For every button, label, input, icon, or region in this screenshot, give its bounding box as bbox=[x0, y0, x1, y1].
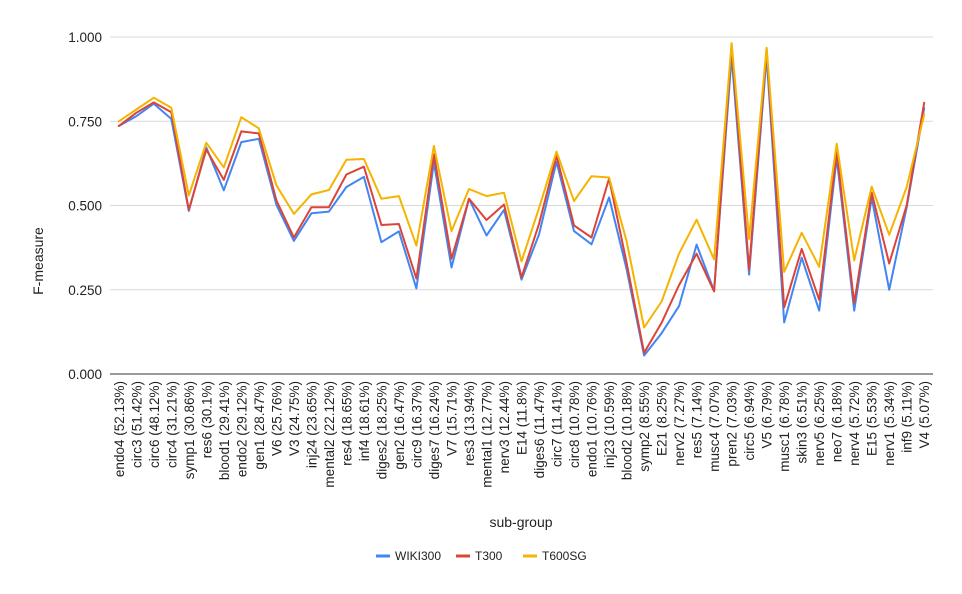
x-tick-label: res5 (7.14%) bbox=[690, 381, 705, 458]
x-tick-label: musc1 (6.78%) bbox=[777, 381, 792, 472]
x-tick-label: V6 (25.76%) bbox=[269, 381, 284, 456]
x-tick-label: res3 (13.94%) bbox=[462, 381, 477, 466]
x-tick-label: symp2 (8.55%) bbox=[637, 381, 652, 472]
x-tick-label: diges6 (11.47%) bbox=[532, 381, 547, 478]
y-axis-title: F-measure bbox=[30, 227, 46, 295]
x-tick-label: circ6 (48.12%) bbox=[147, 381, 162, 468]
legend-label-t600sg: T600SG bbox=[542, 549, 587, 563]
x-tick-label: endo1 (10.76%) bbox=[585, 381, 600, 477]
y-tick-label: 1.000 bbox=[68, 30, 102, 45]
legend-label-wiki300: WIKI300 bbox=[395, 549, 441, 563]
x-tick-label: endo2 (29.12%) bbox=[234, 381, 249, 477]
y-axis-ticks: 0.000 0.250 0.500 0.750 1.000 bbox=[68, 30, 102, 382]
x-tick-label: mental2 (22.12%) bbox=[322, 381, 337, 488]
series-line-t600sg bbox=[117, 42, 926, 329]
x-tick-label: inj23 (10.59%) bbox=[602, 381, 617, 468]
x-tick-label: circ8 (10.78%) bbox=[567, 381, 582, 468]
x-tick-label: circ3 (51.42%) bbox=[129, 381, 144, 468]
series-line-wiki300 bbox=[117, 55, 926, 357]
x-tick-label: res4 (18.65%) bbox=[339, 381, 354, 466]
x-tick-label: V5 (6.79%) bbox=[760, 381, 775, 449]
x-tick-label: inj24 (23.65%) bbox=[304, 381, 319, 468]
x-tick-label: nerv2 (7.27%) bbox=[672, 381, 687, 466]
x-tick-label: E14 (11.8%) bbox=[515, 381, 530, 455]
x-tick-label: symp1 (30.86%) bbox=[182, 381, 197, 479]
y-tick-label: 0.500 bbox=[68, 199, 102, 214]
x-tick-label: circ9 (16.37%) bbox=[409, 381, 424, 468]
x-tick-label: nerv3 (12.44%) bbox=[497, 381, 512, 473]
x-tick-label: V7 (15.71%) bbox=[445, 381, 460, 456]
x-tick-label: E15 (5.53%) bbox=[865, 381, 880, 456]
series-lines bbox=[117, 42, 926, 357]
x-tick-label: diges2 (18.25%) bbox=[374, 381, 389, 479]
x-tick-label: V3 (24.75%) bbox=[287, 381, 302, 456]
x-tick-label: blood2 (10.18%) bbox=[620, 381, 635, 480]
x-tick-label: mental1 (12.77%) bbox=[480, 381, 495, 488]
x-tick-label: nerv1 (5.34%) bbox=[882, 381, 897, 466]
x-tick-label: nerv4 (5.72%) bbox=[847, 381, 862, 466]
x-tick-label: musc4 (7.07%) bbox=[707, 381, 722, 472]
legend: WIKI300 T300 T600SG bbox=[376, 549, 587, 563]
x-tick-label: res6 (30.1%) bbox=[199, 381, 214, 458]
x-tick-label: circ5 (6.94%) bbox=[742, 381, 757, 461]
x-tick-label: circ4 (31.21%) bbox=[164, 381, 179, 468]
x-axis-ticks: endo4 (52.13%) circ3 (51.42%) circ6 (48.12… bbox=[112, 381, 932, 488]
x-tick-label: pren2 (7.03%) bbox=[725, 381, 740, 467]
x-tick-label: V4 (5.07%) bbox=[917, 381, 932, 449]
series-line-t300 bbox=[117, 44, 926, 354]
legend-label-t300: T300 bbox=[475, 549, 503, 563]
x-axis-title: sub-group bbox=[489, 514, 552, 530]
x-tick-label: blood1 (29.41%) bbox=[217, 381, 232, 480]
x-tick-label: gen2 (16.47%) bbox=[392, 381, 407, 470]
x-tick-label: endo4 (52.13%) bbox=[112, 381, 127, 477]
y-tick-label: 0.000 bbox=[68, 367, 102, 382]
x-tick-label: neo7 (6.18%) bbox=[830, 381, 845, 462]
x-tick-label: diges7 (16.24%) bbox=[427, 381, 442, 479]
y-tick-label: 0.750 bbox=[68, 114, 102, 129]
x-tick-label: E21 (8.25%) bbox=[655, 381, 670, 456]
y-tick-label: 0.250 bbox=[68, 283, 102, 298]
x-tick-label: gen1 (28.47%) bbox=[252, 381, 267, 470]
x-tick-label: nerv5 (6.25%) bbox=[812, 381, 827, 466]
x-tick-label: inf9 (5.11%) bbox=[900, 381, 915, 453]
x-tick-label: circ7 (11.41%) bbox=[550, 381, 565, 467]
x-tick-label: inf4 (18.61%) bbox=[357, 381, 372, 461]
x-tick-label: skin3 (6.51%) bbox=[795, 381, 810, 464]
